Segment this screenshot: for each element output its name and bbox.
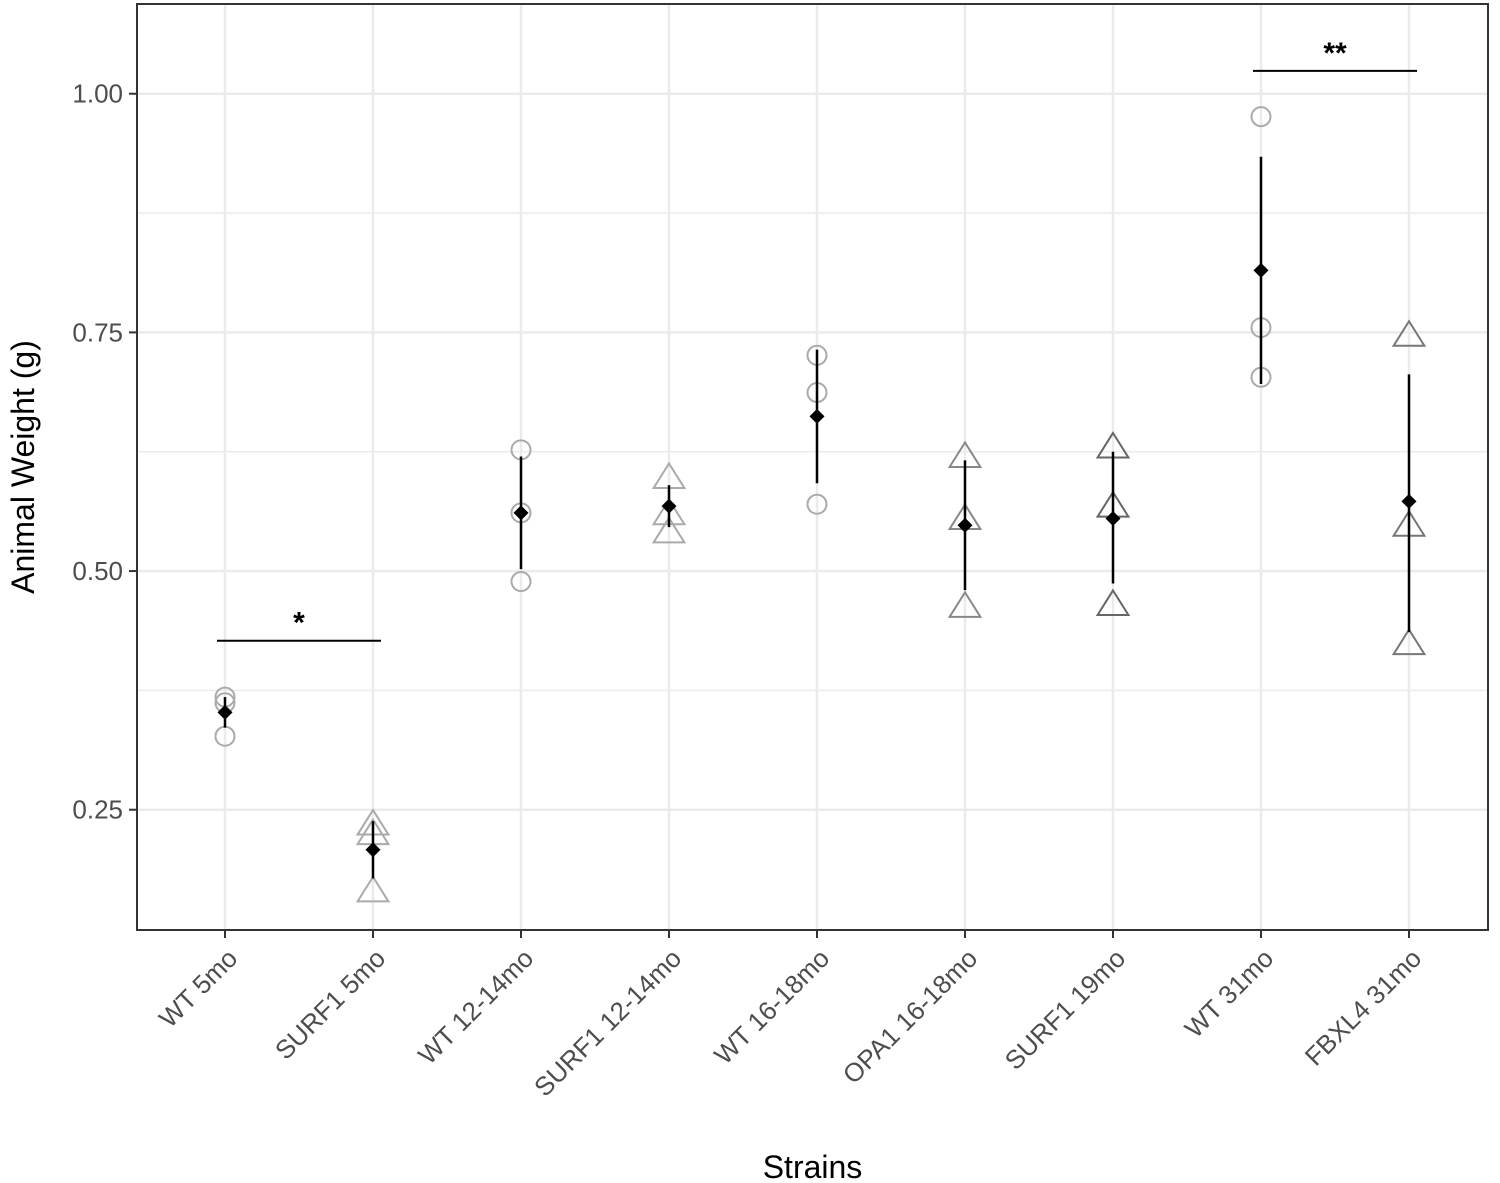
data-point-circle (806, 493, 828, 515)
mean-point (809, 408, 825, 424)
x-tick-label: FBXL4 31mo (1299, 943, 1428, 1072)
gridlines (137, 4, 1488, 930)
x-axis-title: Strains (763, 1149, 863, 1183)
x-tick-label: OPA1 16-18mo (837, 943, 984, 1090)
mean-point (365, 842, 381, 858)
data-point-triangle (355, 874, 391, 903)
mean-point (661, 498, 677, 514)
data-point-circle (1250, 106, 1272, 128)
mean-point (1253, 262, 1269, 278)
y-tick-label: 1.00 (72, 79, 123, 109)
data-point-circle (510, 571, 532, 593)
data-point-triangle (947, 590, 983, 618)
y-tick-label: 0.25 (72, 795, 123, 825)
data-point-triangle (651, 516, 687, 544)
x-tick-label: SURF1 19mo (999, 943, 1132, 1076)
mean-point (513, 505, 529, 521)
x-tick-label: SURF1 12-14mo (528, 943, 687, 1102)
axes: 0.25 0.50 0.75 1.00 WT 5mo SURF1 5mo WT 12-14m… (72, 79, 1427, 1102)
y-axis-title: Animal Weight (g) (5, 340, 41, 594)
x-tick-label: WT 5mo (153, 943, 243, 1033)
x-tick-label: WT 12-14mo (412, 943, 539, 1070)
significance-label: ** (1323, 37, 1347, 70)
y-tick-label: 0.75 (72, 317, 123, 347)
mean-point (1105, 511, 1121, 527)
data-point-triangle (1391, 319, 1427, 347)
mean-point (957, 517, 973, 533)
plot-border (136, 3, 1489, 931)
data-point-triangle (1095, 588, 1131, 616)
data-point-triangle (1391, 627, 1427, 656)
mean-point (217, 704, 233, 720)
x-tick-label: SURF1 5mo (269, 943, 391, 1065)
y-tick-label: 0.50 (72, 556, 123, 586)
x-tick-label: WT 31mo (1179, 943, 1280, 1044)
significance-label: * (293, 607, 305, 640)
x-tick-label: WT 16-18mo (708, 943, 835, 1070)
chart-marks: *** (214, 37, 1427, 903)
mean-point (1401, 493, 1417, 509)
